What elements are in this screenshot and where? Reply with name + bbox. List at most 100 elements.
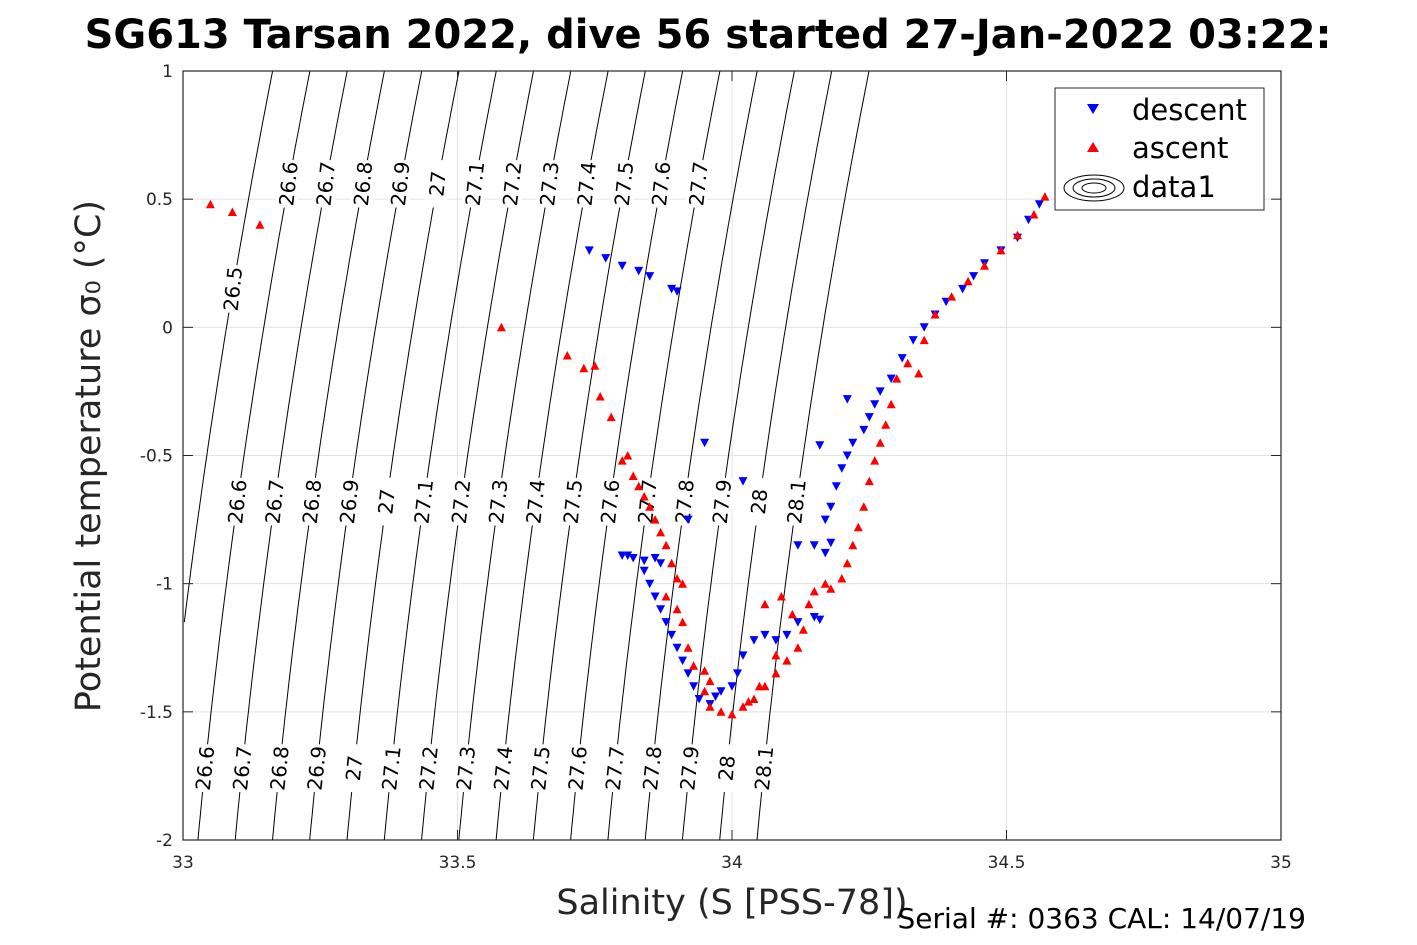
isopycnal-label-text: 27 [373,488,400,516]
isopycnal-label: 26.9 [335,476,364,527]
isopycnal-label-text: 26.9 [335,478,364,525]
isopycnal-label-text: 27.4 [489,745,518,792]
isopycnal-label-bg [191,743,219,794]
isopycnal-label-bg [386,158,414,209]
isopycnal-label: 27.4 [572,158,601,209]
ascent-marker [782,656,792,665]
ascent-marker [870,456,880,465]
isopycnal-label-text: 26.6 [191,745,220,792]
descent-marker [809,541,819,550]
isopycnal-label-text: 27 [424,170,451,198]
descent-marker [656,559,666,568]
isopycnal-label: 27.5 [559,476,587,527]
isopycnal-label-text: 28 [714,754,741,782]
ascent-marker [886,399,896,409]
isopycnal-27.8 [644,70,758,841]
ascent-marker [798,625,808,634]
ascent-marker [842,558,852,568]
isopycnal-label-bg [522,476,550,527]
isopycnal-label-text: 26.7 [312,160,341,207]
isopycnal-label-text: 26.9 [303,745,332,792]
descent-marker [727,682,737,691]
isopycnal-label-text: 26.6 [223,478,252,525]
ascent-marker [1040,192,1050,201]
isopycnal-label-bg [266,743,294,794]
ascent-marker [760,599,770,609]
ascent-marker [859,502,869,511]
isopycnal-label-text: 27.6 [563,745,592,792]
isopycnal-label: 26.9 [303,743,332,794]
isopycnal-label-bg [340,743,368,794]
isopycnal-label-text: 27.3 [484,478,513,525]
isopycnal-label-bg [601,743,629,794]
ascent-marker [656,527,666,537]
isopycnal-label-bg [638,743,666,794]
ascent-marker [853,522,863,532]
isopycnal-label: 28.1 [782,476,811,527]
ascent-marker [727,709,737,719]
isopycnal-label-text: 27.9 [675,745,704,792]
descent-marker [809,613,819,622]
isopycnal-label-text: 27.7 [601,745,630,792]
chart-title: SG613 Tarsan 2022, dive 56 started 27-Ja… [85,12,1332,58]
ascent-marker [996,245,1006,255]
descent-marker [820,548,830,558]
isopycnal-label: 26.9 [386,158,415,209]
isopycnal-label-bg [573,158,601,209]
ascent-marker [914,369,924,378]
isopycnal-label-bg [447,476,475,527]
descent-marker [897,354,907,363]
ascent-marker [809,586,819,596]
isopycnal-label-text: 27.7 [684,160,713,207]
descent-marker [711,692,720,701]
x-tick-label: 35 [1270,853,1292,873]
descent-marker [859,425,869,435]
isopycnal-label-text: 27.2 [498,160,527,207]
descent-marker [738,651,748,660]
descent-marker [667,630,677,640]
isopycnal-label: 28 [745,476,773,527]
isopycnal-label: 26.7 [260,476,289,527]
isopycnal-label: 27.1 [377,743,406,794]
ascent-marker [617,456,627,465]
descent-marker [820,515,830,525]
isopycnal-label-bg [228,743,256,794]
ascent-marker [595,392,605,401]
descent-marker [689,682,699,691]
isopycnal-label-text: 27.1 [377,745,406,792]
y-tick-label: -1.5 [140,703,173,723]
ascent-marker [881,420,891,429]
ascent-marker [661,592,671,601]
isopycnal-label: 27.6 [563,743,592,794]
descent-marker [645,579,655,589]
descent-marker [782,630,792,640]
isopycnal-label-bg [708,476,736,527]
isopycnal-label-text: 26.8 [349,160,378,207]
isopycnal-label-bg [535,158,563,209]
isopycnal-label-text: 26.9 [386,160,415,207]
isopycnal-label: 27.3 [535,158,564,209]
legend: descent ascent data1 [1054,87,1265,211]
isopycnal-label: 27.3 [484,476,513,527]
isopycnal-label-bg [489,743,517,794]
ascent-marker [744,697,753,706]
isopycnal-label-text: 28 [746,488,773,516]
isopycnal-label-bg [424,158,452,209]
isopycnal-label-text: 26.5 [219,266,248,313]
isopycnal-label: 27.7 [601,743,630,794]
isopycnal-label-bg [713,743,741,794]
isopycnal-label-text: 26.6 [274,160,303,207]
y-tick-label: 0.5 [146,190,173,210]
isopycnal-label: 26.6 [223,476,252,527]
ascent-marker [496,322,506,332]
isopycnal-label: 27.8 [638,743,667,794]
descent-marker [667,284,677,294]
isopycnal-label-text: 28.1 [750,745,779,792]
isopycnal-label-bg [303,743,331,794]
ascent-marker [892,374,902,383]
isopycnal-label-text: 27.1 [410,478,439,525]
isopycnal-label: 27 [424,158,452,209]
isopycnal-label-text: 26.7 [260,478,289,525]
isopycnal-label: 27.3 [452,743,480,794]
